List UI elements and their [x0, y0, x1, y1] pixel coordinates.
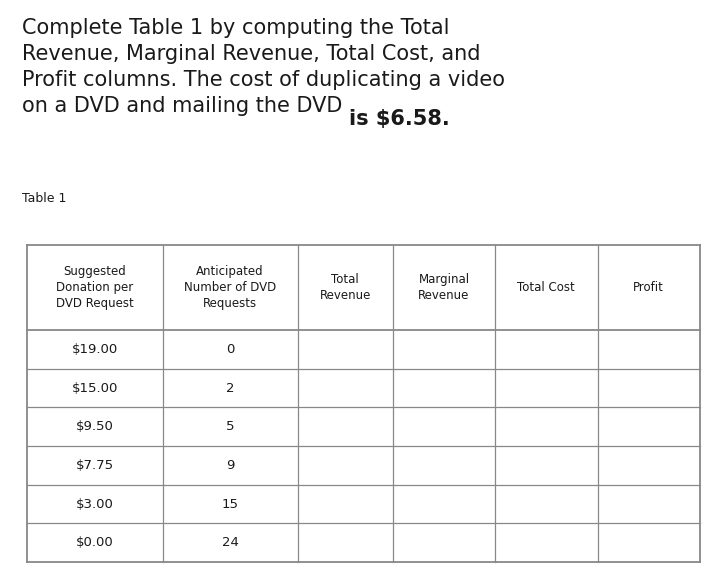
Text: 24: 24 — [222, 536, 238, 549]
Text: Profit: Profit — [633, 281, 664, 294]
Text: $19.00: $19.00 — [72, 343, 118, 356]
Text: $7.75: $7.75 — [76, 459, 114, 472]
Text: $15.00: $15.00 — [72, 381, 118, 394]
Text: Anticipated
Number of DVD
Requests: Anticipated Number of DVD Requests — [184, 265, 276, 309]
Text: 5: 5 — [226, 420, 235, 433]
Text: Total
Revenue: Total Revenue — [320, 273, 371, 302]
Text: $9.50: $9.50 — [76, 420, 114, 433]
Text: 15: 15 — [222, 498, 239, 510]
Text: Table 1: Table 1 — [22, 192, 66, 205]
Text: Marginal
Revenue: Marginal Revenue — [418, 273, 469, 302]
Text: $0.00: $0.00 — [76, 536, 114, 549]
Text: 2: 2 — [226, 381, 235, 394]
Text: Complete Table 1 by computing the Total
Revenue, Marginal Revenue, Total Cost, a: Complete Table 1 by computing the Total … — [22, 18, 505, 116]
Text: 9: 9 — [226, 459, 235, 472]
Text: Suggested
Donation per
DVD Request: Suggested Donation per DVD Request — [56, 265, 134, 309]
Text: $3.00: $3.00 — [76, 498, 114, 510]
Text: is $6.58.: is $6.58. — [349, 108, 450, 128]
Text: Total Cost: Total Cost — [518, 281, 575, 294]
Text: 0: 0 — [226, 343, 235, 356]
